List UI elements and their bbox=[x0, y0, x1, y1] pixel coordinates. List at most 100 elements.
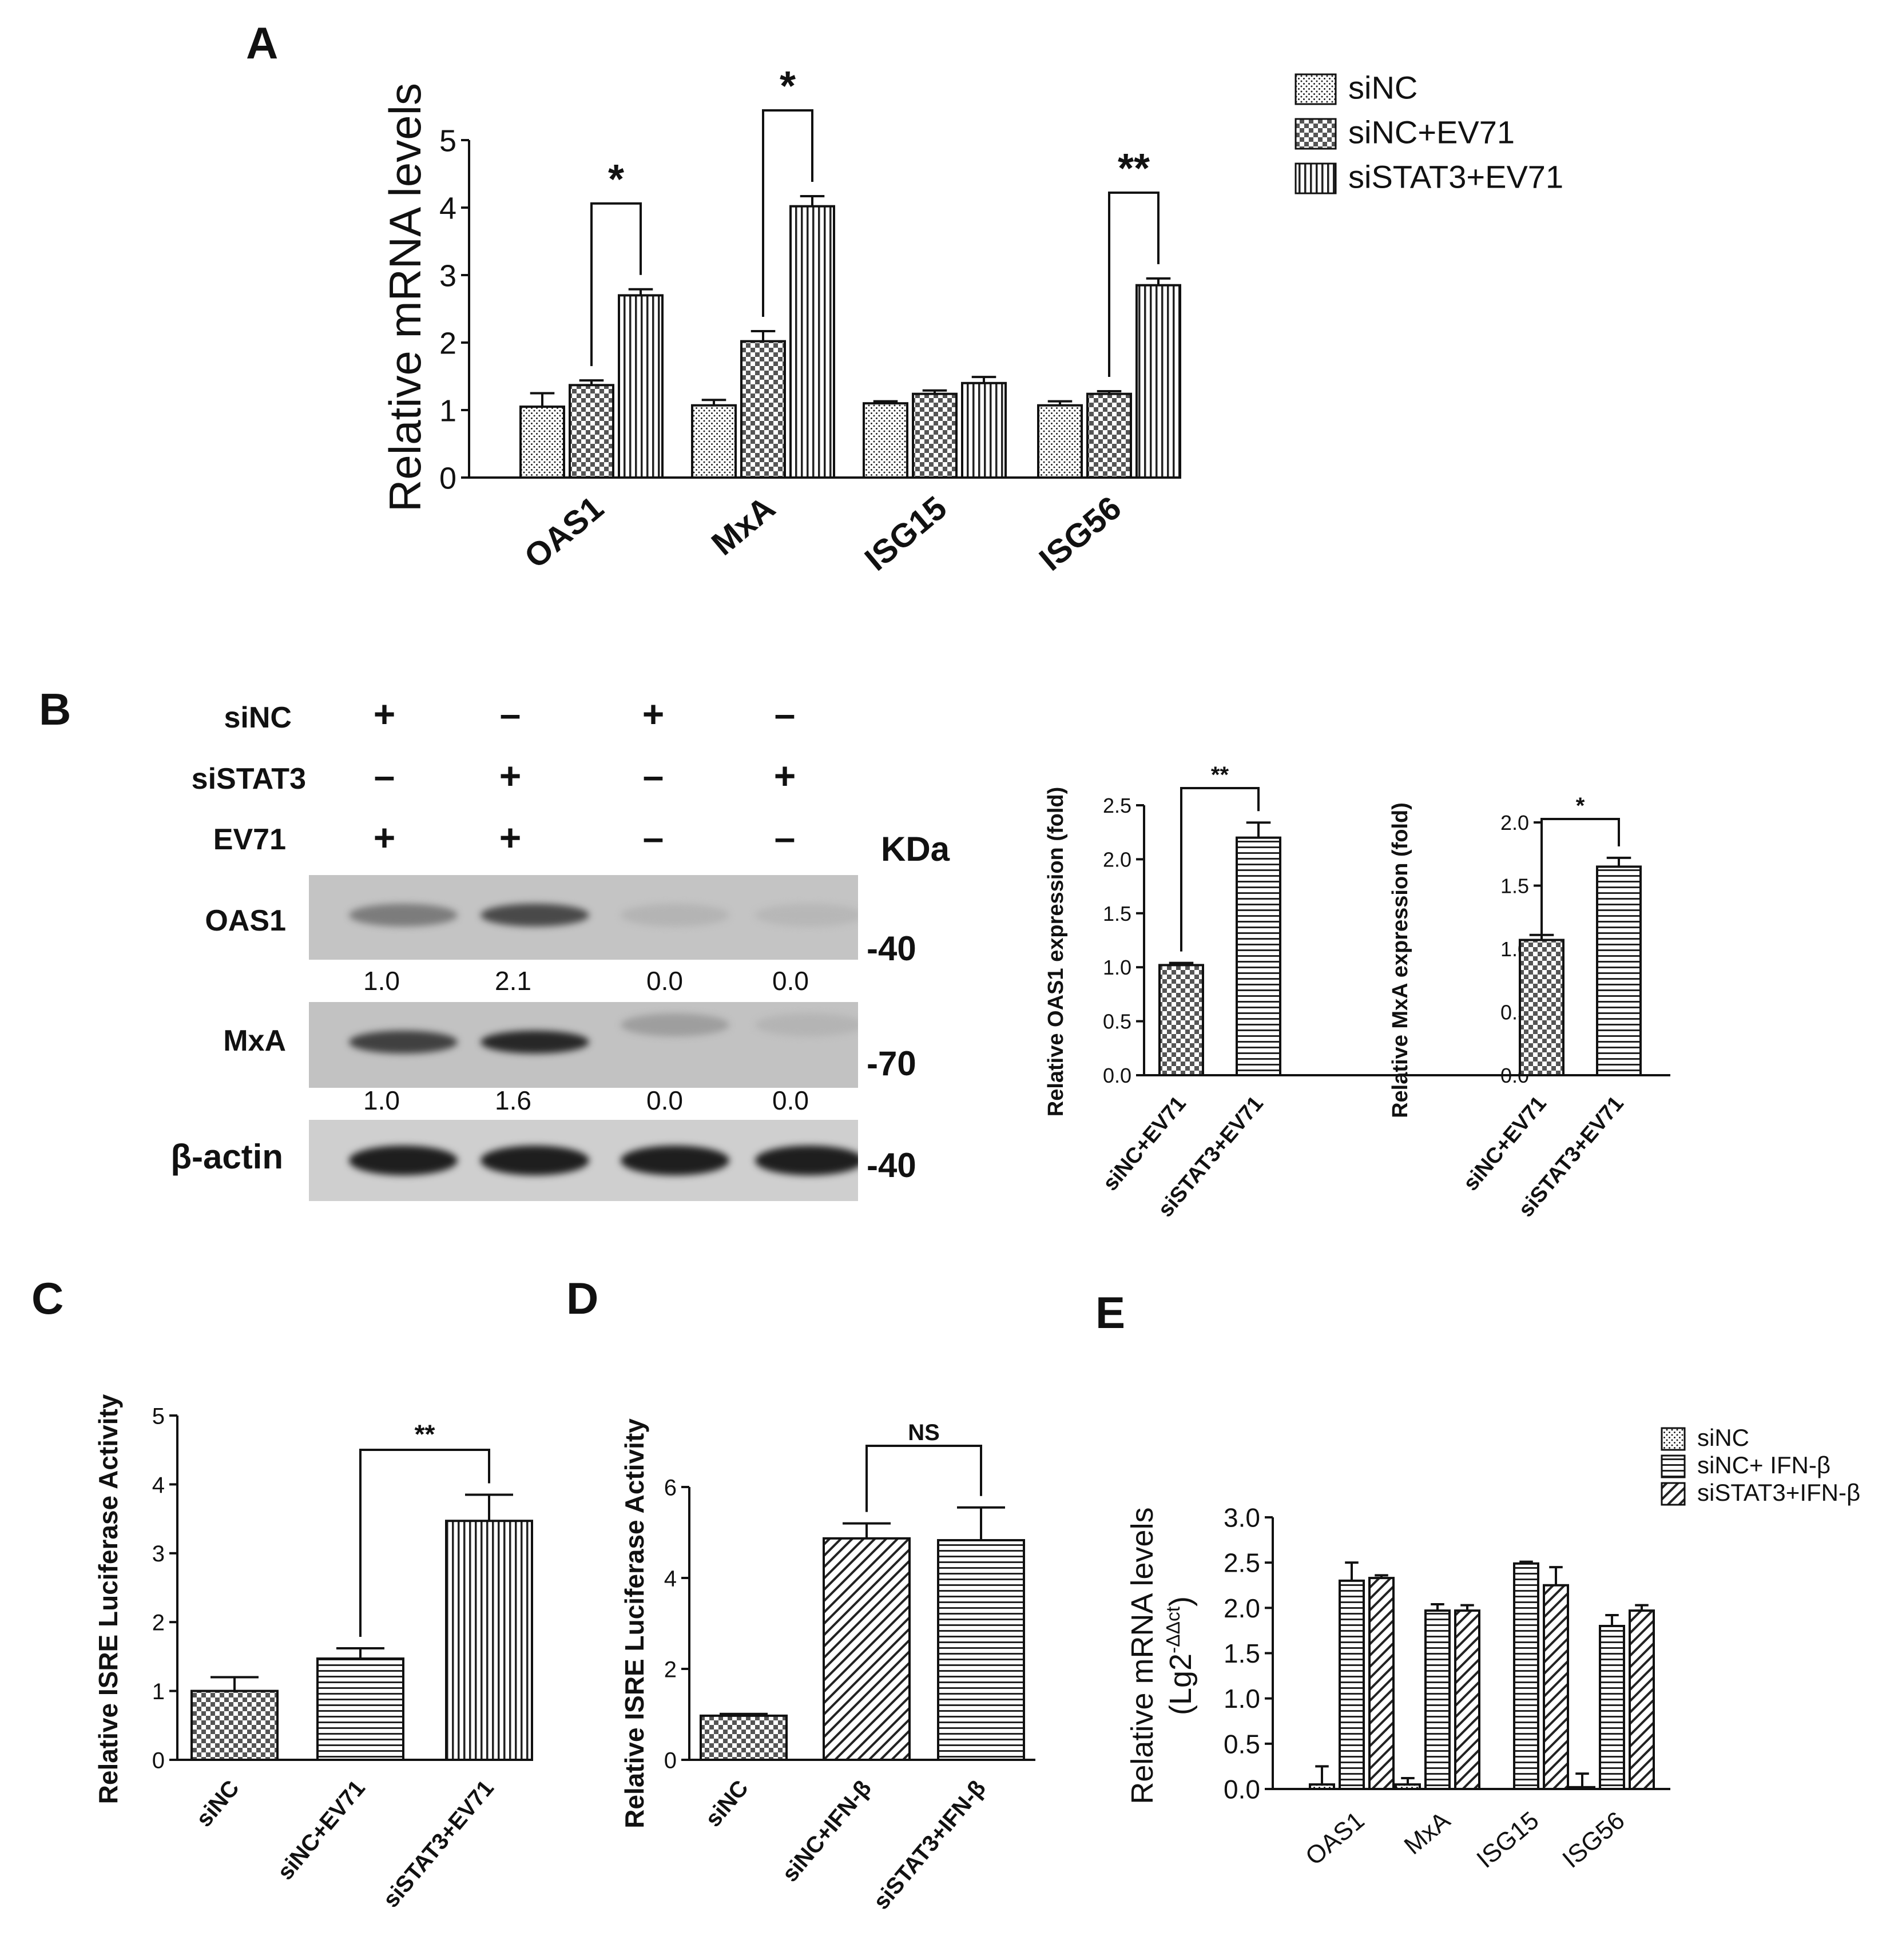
blot-strip-mxa bbox=[309, 1002, 858, 1088]
significance-label: NS bbox=[908, 1420, 940, 1445]
y-tick-label: 1.5 bbox=[1103, 902, 1131, 925]
bar bbox=[519, 405, 565, 479]
blot-quant-mxa: 0.0 bbox=[772, 1086, 809, 1115]
blot-kda-label: KDa bbox=[881, 830, 950, 868]
bar bbox=[700, 1714, 788, 1762]
y-tick-label: 6 bbox=[664, 1475, 677, 1500]
legend-label: siSTAT3+EV71 bbox=[1348, 159, 1563, 195]
x-tick-label: siSTAT3+EV71 bbox=[378, 1776, 499, 1913]
blot-band bbox=[621, 1013, 729, 1036]
y-tick-label: 2.5 bbox=[1224, 1548, 1260, 1578]
blot-band bbox=[349, 1146, 458, 1175]
legend-label: siNC bbox=[1697, 1424, 1749, 1451]
y-axis-label: Relative ISRE Luciferase Activity bbox=[620, 1418, 649, 1828]
blot-sign: – bbox=[499, 693, 521, 735]
bar bbox=[1037, 404, 1083, 479]
y-tick-label: 1.0 bbox=[1103, 956, 1131, 979]
significance-bracket bbox=[1108, 191, 1160, 377]
y-axis-label: Relative MxA expression (fold) bbox=[1388, 802, 1412, 1118]
blot-sign: + bbox=[373, 816, 396, 858]
blot-sign: + bbox=[642, 693, 665, 735]
blot-quant-oas1: 1.0 bbox=[363, 966, 400, 996]
y-tick-label: 1 bbox=[439, 393, 456, 428]
blot-band bbox=[481, 1031, 589, 1053]
bar bbox=[1519, 939, 1565, 1077]
blot-row-label-sinc: siNC bbox=[224, 701, 292, 734]
x-tick-label: ISG15 bbox=[1471, 1806, 1544, 1874]
y-tick-label: 1.5 bbox=[1500, 874, 1529, 897]
legend-swatch bbox=[1661, 1454, 1686, 1478]
blot-sign: + bbox=[499, 754, 522, 797]
bar bbox=[1513, 1562, 1539, 1790]
y-tick-label: 0.5 bbox=[1103, 1010, 1131, 1033]
blot-quant-oas1: 0.0 bbox=[772, 966, 809, 996]
significance-label: ** bbox=[1211, 762, 1229, 788]
blot-sign: – bbox=[774, 816, 796, 858]
blot-band bbox=[755, 1013, 858, 1036]
bar bbox=[937, 1539, 1025, 1761]
y-tick-label: 0 bbox=[664, 1748, 677, 1773]
bar bbox=[190, 1689, 279, 1762]
bar bbox=[863, 402, 908, 479]
x-tick-label: siNC+IFN-β bbox=[777, 1776, 876, 1887]
blot-strip-bactin bbox=[309, 1120, 858, 1201]
panel-label-a: A bbox=[246, 18, 279, 68]
y-tick-label: 2.0 bbox=[1103, 848, 1131, 871]
panel-label-c: C bbox=[31, 1273, 64, 1323]
blot-sign: – bbox=[374, 754, 395, 797]
panel-label-e: E bbox=[1095, 1287, 1126, 1338]
bar bbox=[789, 205, 835, 479]
y-tick-label: 4 bbox=[152, 1473, 165, 1498]
y-axis-label: Relative OAS1 expression (fold) bbox=[1044, 787, 1068, 1117]
significance-label: ** bbox=[1118, 146, 1150, 192]
blot-row-label-ev71: EV71 bbox=[213, 823, 286, 856]
blot-protein-bactin: β-actin bbox=[170, 1138, 283, 1176]
y-tick-label: 1.0 bbox=[1224, 1684, 1260, 1713]
bar bbox=[1596, 865, 1642, 1076]
y-tick-label: 2 bbox=[439, 326, 456, 360]
blot-quant-mxa: 1.6 bbox=[495, 1086, 531, 1115]
y-tick-label: 2.0 bbox=[1224, 1593, 1260, 1623]
y-tick-label: 0.5 bbox=[1224, 1729, 1260, 1759]
y-tick-label: 1.5 bbox=[1224, 1639, 1260, 1668]
legend-swatch bbox=[1295, 118, 1337, 150]
significance-bracket bbox=[762, 109, 813, 317]
y-tick-label: 3.0 bbox=[1224, 1503, 1260, 1533]
significance-label: * bbox=[608, 157, 624, 202]
bar bbox=[445, 1520, 533, 1761]
significance-bracket bbox=[1540, 818, 1620, 924]
y-tick-label: 0.0 bbox=[1103, 1064, 1131, 1087]
bar bbox=[961, 381, 1007, 479]
x-tick-label: siNC bbox=[192, 1776, 244, 1832]
blot-sign: – bbox=[642, 754, 664, 797]
blot-marker: -70 bbox=[867, 1044, 916, 1083]
y-tick-label: 1 bbox=[152, 1679, 165, 1704]
x-tick-label: MxA bbox=[1399, 1806, 1456, 1860]
bar bbox=[1368, 1577, 1395, 1790]
bar bbox=[1086, 392, 1132, 479]
bar bbox=[1424, 1609, 1451, 1790]
y-tick-label: 0 bbox=[439, 461, 456, 495]
x-tick-label: MxA bbox=[705, 489, 783, 563]
significance-bracket bbox=[590, 202, 642, 367]
blot-band bbox=[349, 1031, 458, 1053]
y-tick-label: 3 bbox=[152, 1541, 165, 1567]
x-tick-label: ISG56 bbox=[1033, 489, 1129, 578]
y-tick-label: 0 bbox=[152, 1748, 165, 1773]
blot-quant-oas1: 2.1 bbox=[495, 966, 531, 996]
bar bbox=[1309, 1783, 1335, 1790]
bar bbox=[1454, 1609, 1480, 1790]
legend-swatch bbox=[1295, 73, 1337, 105]
blot-band bbox=[755, 904, 858, 927]
bar bbox=[1543, 1584, 1569, 1790]
bar bbox=[1569, 1786, 1595, 1790]
legend-label: siSTAT3+IFN-β bbox=[1697, 1479, 1860, 1506]
bar bbox=[316, 1657, 404, 1761]
blot-sign: + bbox=[773, 754, 796, 797]
x-tick-label: OAS1 bbox=[1300, 1806, 1369, 1871]
significance-bracket bbox=[1180, 787, 1260, 952]
panel-label-b: B bbox=[39, 684, 72, 734]
bar bbox=[912, 392, 958, 479]
blot-row-label-sistat3: siSTAT3 bbox=[191, 762, 306, 796]
